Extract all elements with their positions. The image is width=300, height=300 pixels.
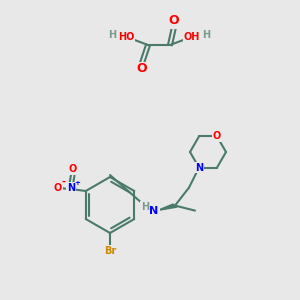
Text: O: O (137, 62, 147, 76)
Text: O: O (54, 183, 62, 193)
Text: O: O (69, 164, 77, 174)
Text: H: H (141, 202, 149, 212)
Text: OH: OH (184, 32, 200, 42)
Polygon shape (157, 204, 177, 211)
Text: N: N (149, 206, 159, 216)
Text: N: N (195, 163, 203, 172)
Text: +: + (74, 180, 80, 186)
Text: H: H (202, 30, 210, 40)
Text: N: N (67, 183, 75, 193)
Text: Br: Br (104, 246, 116, 256)
Text: O: O (213, 131, 221, 141)
Text: -: - (62, 177, 66, 187)
Text: O: O (169, 14, 179, 28)
Text: H: H (108, 30, 116, 40)
Text: HO: HO (118, 32, 134, 42)
